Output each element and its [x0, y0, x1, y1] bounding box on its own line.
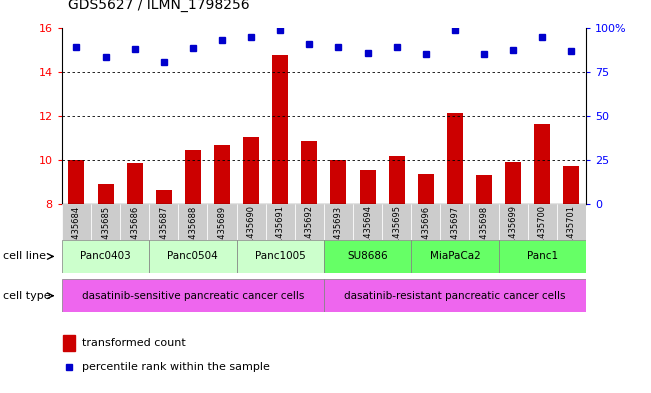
Bar: [62, 204, 91, 240]
Text: GSM1435691: GSM1435691: [276, 206, 284, 261]
Bar: [62, 279, 324, 312]
Bar: [324, 279, 586, 312]
Bar: [557, 204, 586, 240]
Bar: [324, 240, 411, 273]
Text: GSM1435686: GSM1435686: [130, 206, 139, 262]
Bar: [331, 160, 346, 204]
Text: GDS5627 / ILMN_1798256: GDS5627 / ILMN_1798256: [68, 0, 250, 12]
Text: GSM1435692: GSM1435692: [305, 206, 314, 261]
Bar: [149, 204, 178, 240]
Text: dasatinib-sensitive pancreatic cancer cells: dasatinib-sensitive pancreatic cancer ce…: [81, 291, 304, 301]
Text: Panc0403: Panc0403: [80, 252, 131, 261]
Bar: [563, 166, 579, 204]
Text: dasatinib-resistant pancreatic cancer cells: dasatinib-resistant pancreatic cancer ce…: [344, 291, 566, 301]
Bar: [295, 204, 324, 240]
Bar: [185, 150, 201, 204]
Bar: [63, 335, 75, 351]
Text: GSM1435694: GSM1435694: [363, 206, 372, 261]
Text: GSM1435697: GSM1435697: [450, 206, 460, 262]
Bar: [499, 204, 528, 240]
Text: GSM1435688: GSM1435688: [188, 206, 197, 262]
Text: Panc0504: Panc0504: [167, 252, 218, 261]
Bar: [156, 190, 172, 204]
Bar: [476, 174, 492, 204]
Text: GSM1435689: GSM1435689: [217, 206, 227, 262]
Bar: [353, 204, 382, 240]
Text: GSM1435696: GSM1435696: [421, 206, 430, 262]
Bar: [418, 174, 434, 204]
Bar: [301, 141, 317, 204]
Bar: [98, 184, 113, 204]
Bar: [178, 204, 208, 240]
Bar: [359, 170, 376, 204]
Bar: [243, 137, 259, 204]
Text: Panc1005: Panc1005: [255, 252, 305, 261]
Bar: [91, 204, 120, 240]
Text: percentile rank within the sample: percentile rank within the sample: [82, 362, 270, 372]
Bar: [324, 204, 353, 240]
Text: SU8686: SU8686: [347, 252, 388, 261]
Bar: [62, 240, 149, 273]
Bar: [214, 145, 230, 204]
Text: GSM1435698: GSM1435698: [480, 206, 488, 262]
Text: Panc1: Panc1: [527, 252, 558, 261]
Text: GSM1435684: GSM1435684: [72, 206, 81, 262]
Bar: [528, 204, 557, 240]
Bar: [120, 204, 149, 240]
Text: MiaPaCa2: MiaPaCa2: [430, 252, 480, 261]
Text: transformed count: transformed count: [82, 338, 186, 348]
Text: GSM1435700: GSM1435700: [538, 206, 547, 261]
Bar: [208, 204, 236, 240]
Bar: [382, 204, 411, 240]
Text: GSM1435693: GSM1435693: [334, 206, 343, 262]
Bar: [266, 204, 295, 240]
Bar: [505, 162, 521, 204]
Bar: [440, 204, 469, 240]
Text: GSM1435685: GSM1435685: [101, 206, 110, 262]
Text: GSM1435699: GSM1435699: [508, 206, 518, 261]
Bar: [68, 160, 85, 204]
Bar: [127, 163, 143, 204]
Text: GSM1435701: GSM1435701: [567, 206, 576, 261]
Bar: [411, 240, 499, 273]
Bar: [389, 156, 405, 204]
Bar: [534, 124, 550, 204]
Text: GSM1435687: GSM1435687: [159, 206, 168, 262]
Text: GSM1435690: GSM1435690: [247, 206, 256, 261]
Bar: [236, 240, 324, 273]
Bar: [411, 204, 440, 240]
Bar: [149, 240, 236, 273]
Bar: [447, 113, 463, 204]
Bar: [272, 55, 288, 204]
Bar: [469, 204, 499, 240]
Bar: [236, 204, 266, 240]
Bar: [499, 240, 586, 273]
Text: cell type: cell type: [3, 291, 51, 301]
Text: cell line: cell line: [3, 252, 46, 261]
Text: GSM1435695: GSM1435695: [392, 206, 401, 261]
